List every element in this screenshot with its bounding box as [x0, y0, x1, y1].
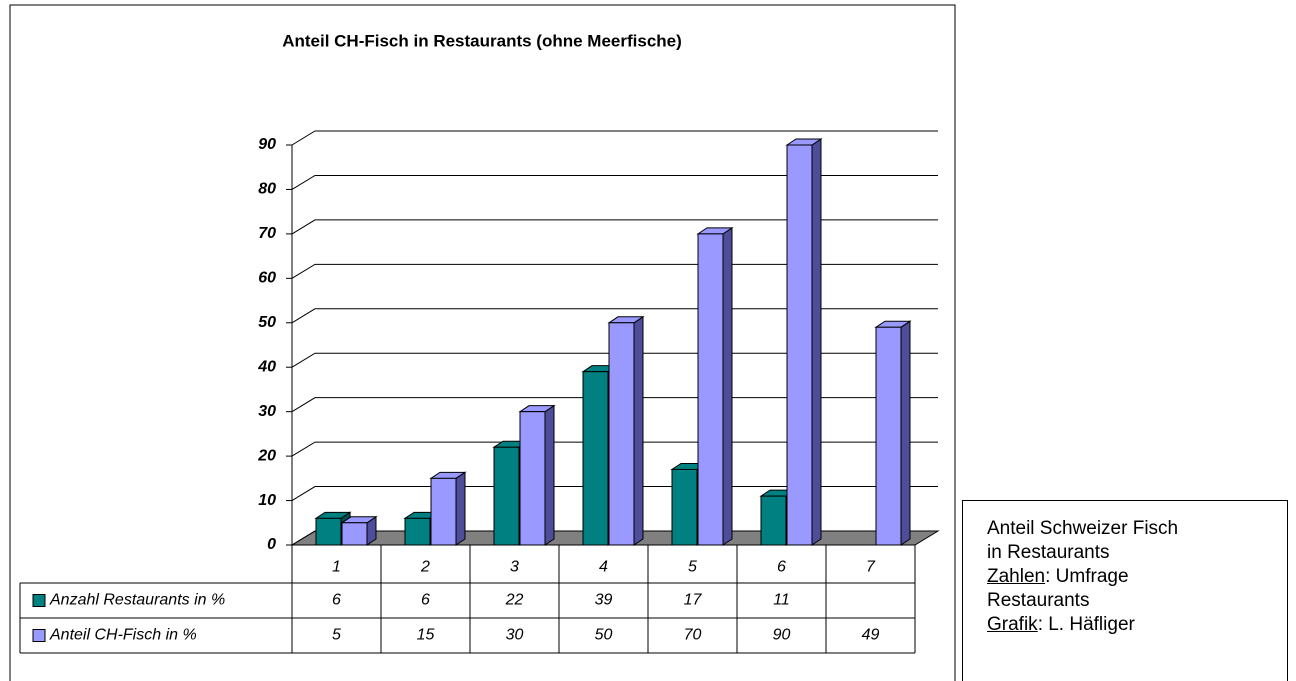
table-value: 5: [332, 627, 341, 644]
chart-title: Anteil CH-Fisch in Restaurants (ohne Mee…: [282, 31, 682, 50]
y-tick-label: 0: [267, 536, 276, 553]
note-box: Anteil Schweizer Fisch in Restaurants Za…: [962, 500, 1288, 681]
y-tick-label: 10: [258, 492, 276, 509]
y-tick-label: 60: [258, 270, 276, 287]
legend-label: Anzahl Restaurants in %: [49, 592, 225, 609]
bar: [582, 371, 609, 546]
note-source-text: : Umfrage: [1045, 566, 1129, 587]
bar-side: [455, 471, 466, 546]
table-value: 49: [862, 627, 880, 644]
y-tick-label: 20: [257, 447, 276, 464]
x-tick-label: 1: [332, 559, 341, 576]
bar: [430, 477, 457, 546]
bar: [760, 495, 787, 546]
note-line: Restaurants: [987, 590, 1090, 611]
table-value: 6: [421, 592, 430, 609]
note-author: Grafik: L. Häfliger: [987, 613, 1287, 637]
table-value: 11: [773, 592, 790, 609]
bar: [671, 468, 698, 546]
bar: [697, 233, 724, 546]
bar: [786, 144, 813, 546]
y-tick-label: 40: [257, 358, 276, 375]
legend-label: Anteil CH-Fisch in %: [49, 627, 197, 644]
grid-line: [291, 174, 938, 190]
table-value: 22: [505, 592, 524, 609]
table-value: 90: [773, 627, 791, 644]
bar: [315, 517, 342, 546]
y-tick-label: 50: [258, 314, 276, 331]
note-author-text: : L. Häfliger: [1037, 614, 1135, 635]
bar-side: [900, 320, 911, 546]
grid-line: [291, 219, 938, 235]
table-value: 17: [684, 592, 703, 609]
table-value: 50: [595, 627, 613, 644]
bar: [875, 326, 902, 546]
x-tick-label: 3: [510, 559, 519, 576]
note-author-label: Grafik: [987, 614, 1038, 635]
x-tick-label: 6: [777, 559, 786, 576]
bar-side: [633, 315, 644, 546]
x-tick-label: 7: [866, 559, 876, 576]
bar: [519, 411, 546, 546]
bar: [493, 446, 520, 546]
table-value: 30: [506, 627, 524, 644]
note-source: Zahlen: Umfrage: [987, 565, 1287, 589]
bar-side: [544, 404, 555, 546]
note-source-label: Zahlen: [987, 566, 1046, 587]
y-tick-label: 90: [258, 136, 276, 153]
x-tick-label: 5: [688, 559, 697, 576]
x-tick-label: 2: [420, 559, 430, 576]
note-line: in Restaurants: [987, 542, 1110, 563]
note-line: Anteil Schweizer Fisch: [987, 518, 1179, 539]
table-value: 15: [417, 627, 435, 644]
table-value: 6: [332, 592, 341, 609]
table-value: 70: [684, 627, 702, 644]
y-tick-label: 70: [258, 225, 276, 242]
legend-key: [32, 629, 46, 642]
y-tick-label: 30: [258, 403, 276, 420]
legend-key: [32, 594, 46, 607]
y-tick-label: 80: [258, 181, 276, 198]
bar: [608, 322, 635, 546]
bar: [404, 517, 431, 546]
grid-line: [291, 130, 938, 146]
table-value: 39: [595, 592, 613, 609]
x-tick-label: 4: [599, 559, 608, 576]
bar-side: [722, 226, 733, 546]
bar-side: [811, 138, 822, 546]
bar: [341, 522, 368, 546]
